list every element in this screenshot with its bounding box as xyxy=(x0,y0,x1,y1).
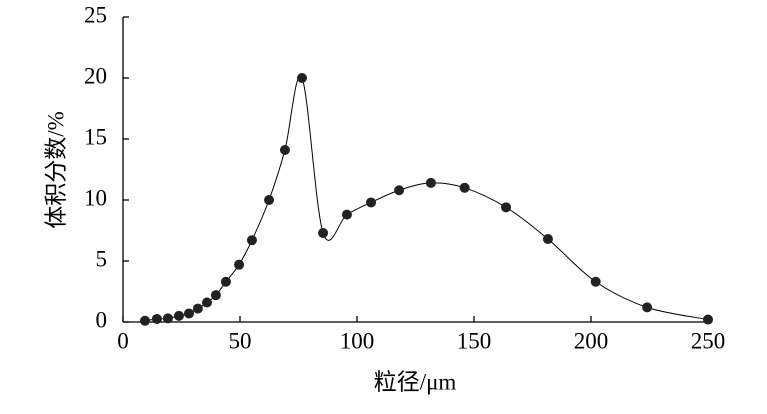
x-tick-label: 0 xyxy=(117,328,129,353)
y-tick-label: 0 xyxy=(96,307,108,332)
data-point xyxy=(279,144,290,155)
data-point xyxy=(501,202,512,213)
data-point xyxy=(642,302,653,313)
x-tick-label: 50 xyxy=(229,328,252,353)
data-point xyxy=(202,297,213,308)
x-tick-label: 250 xyxy=(691,328,726,353)
data-point xyxy=(234,259,245,270)
data-point xyxy=(590,276,601,287)
data-point xyxy=(297,73,308,83)
data-point xyxy=(162,313,173,324)
y-tick-label: 25 xyxy=(84,2,107,27)
data-point xyxy=(394,185,405,196)
data-point xyxy=(139,315,150,326)
data-point xyxy=(173,310,184,321)
data-point xyxy=(425,177,436,188)
data-point xyxy=(542,234,553,245)
data-point xyxy=(220,276,231,287)
data-point xyxy=(183,308,194,319)
y-tick-label: 20 xyxy=(84,63,107,88)
data-point xyxy=(210,290,221,301)
y-axis-title: 体积分数/% xyxy=(43,111,68,229)
y-tick-label: 15 xyxy=(84,124,107,149)
data-point xyxy=(341,209,352,220)
data-point xyxy=(318,227,329,238)
x-tick-label: 150 xyxy=(457,328,492,353)
data-point xyxy=(366,197,377,208)
y-tick-label: 5 xyxy=(96,246,108,271)
data-point xyxy=(264,195,275,205)
y-tick-label: 10 xyxy=(84,185,107,210)
data-point xyxy=(703,314,713,325)
data-point xyxy=(192,303,203,314)
data-point xyxy=(151,313,162,324)
data-point xyxy=(459,182,470,193)
x-axis-title: 粒径/μm xyxy=(374,369,457,394)
data-point xyxy=(246,235,257,246)
x-tick-label: 100 xyxy=(340,328,375,353)
x-tick-label: 200 xyxy=(574,328,609,353)
